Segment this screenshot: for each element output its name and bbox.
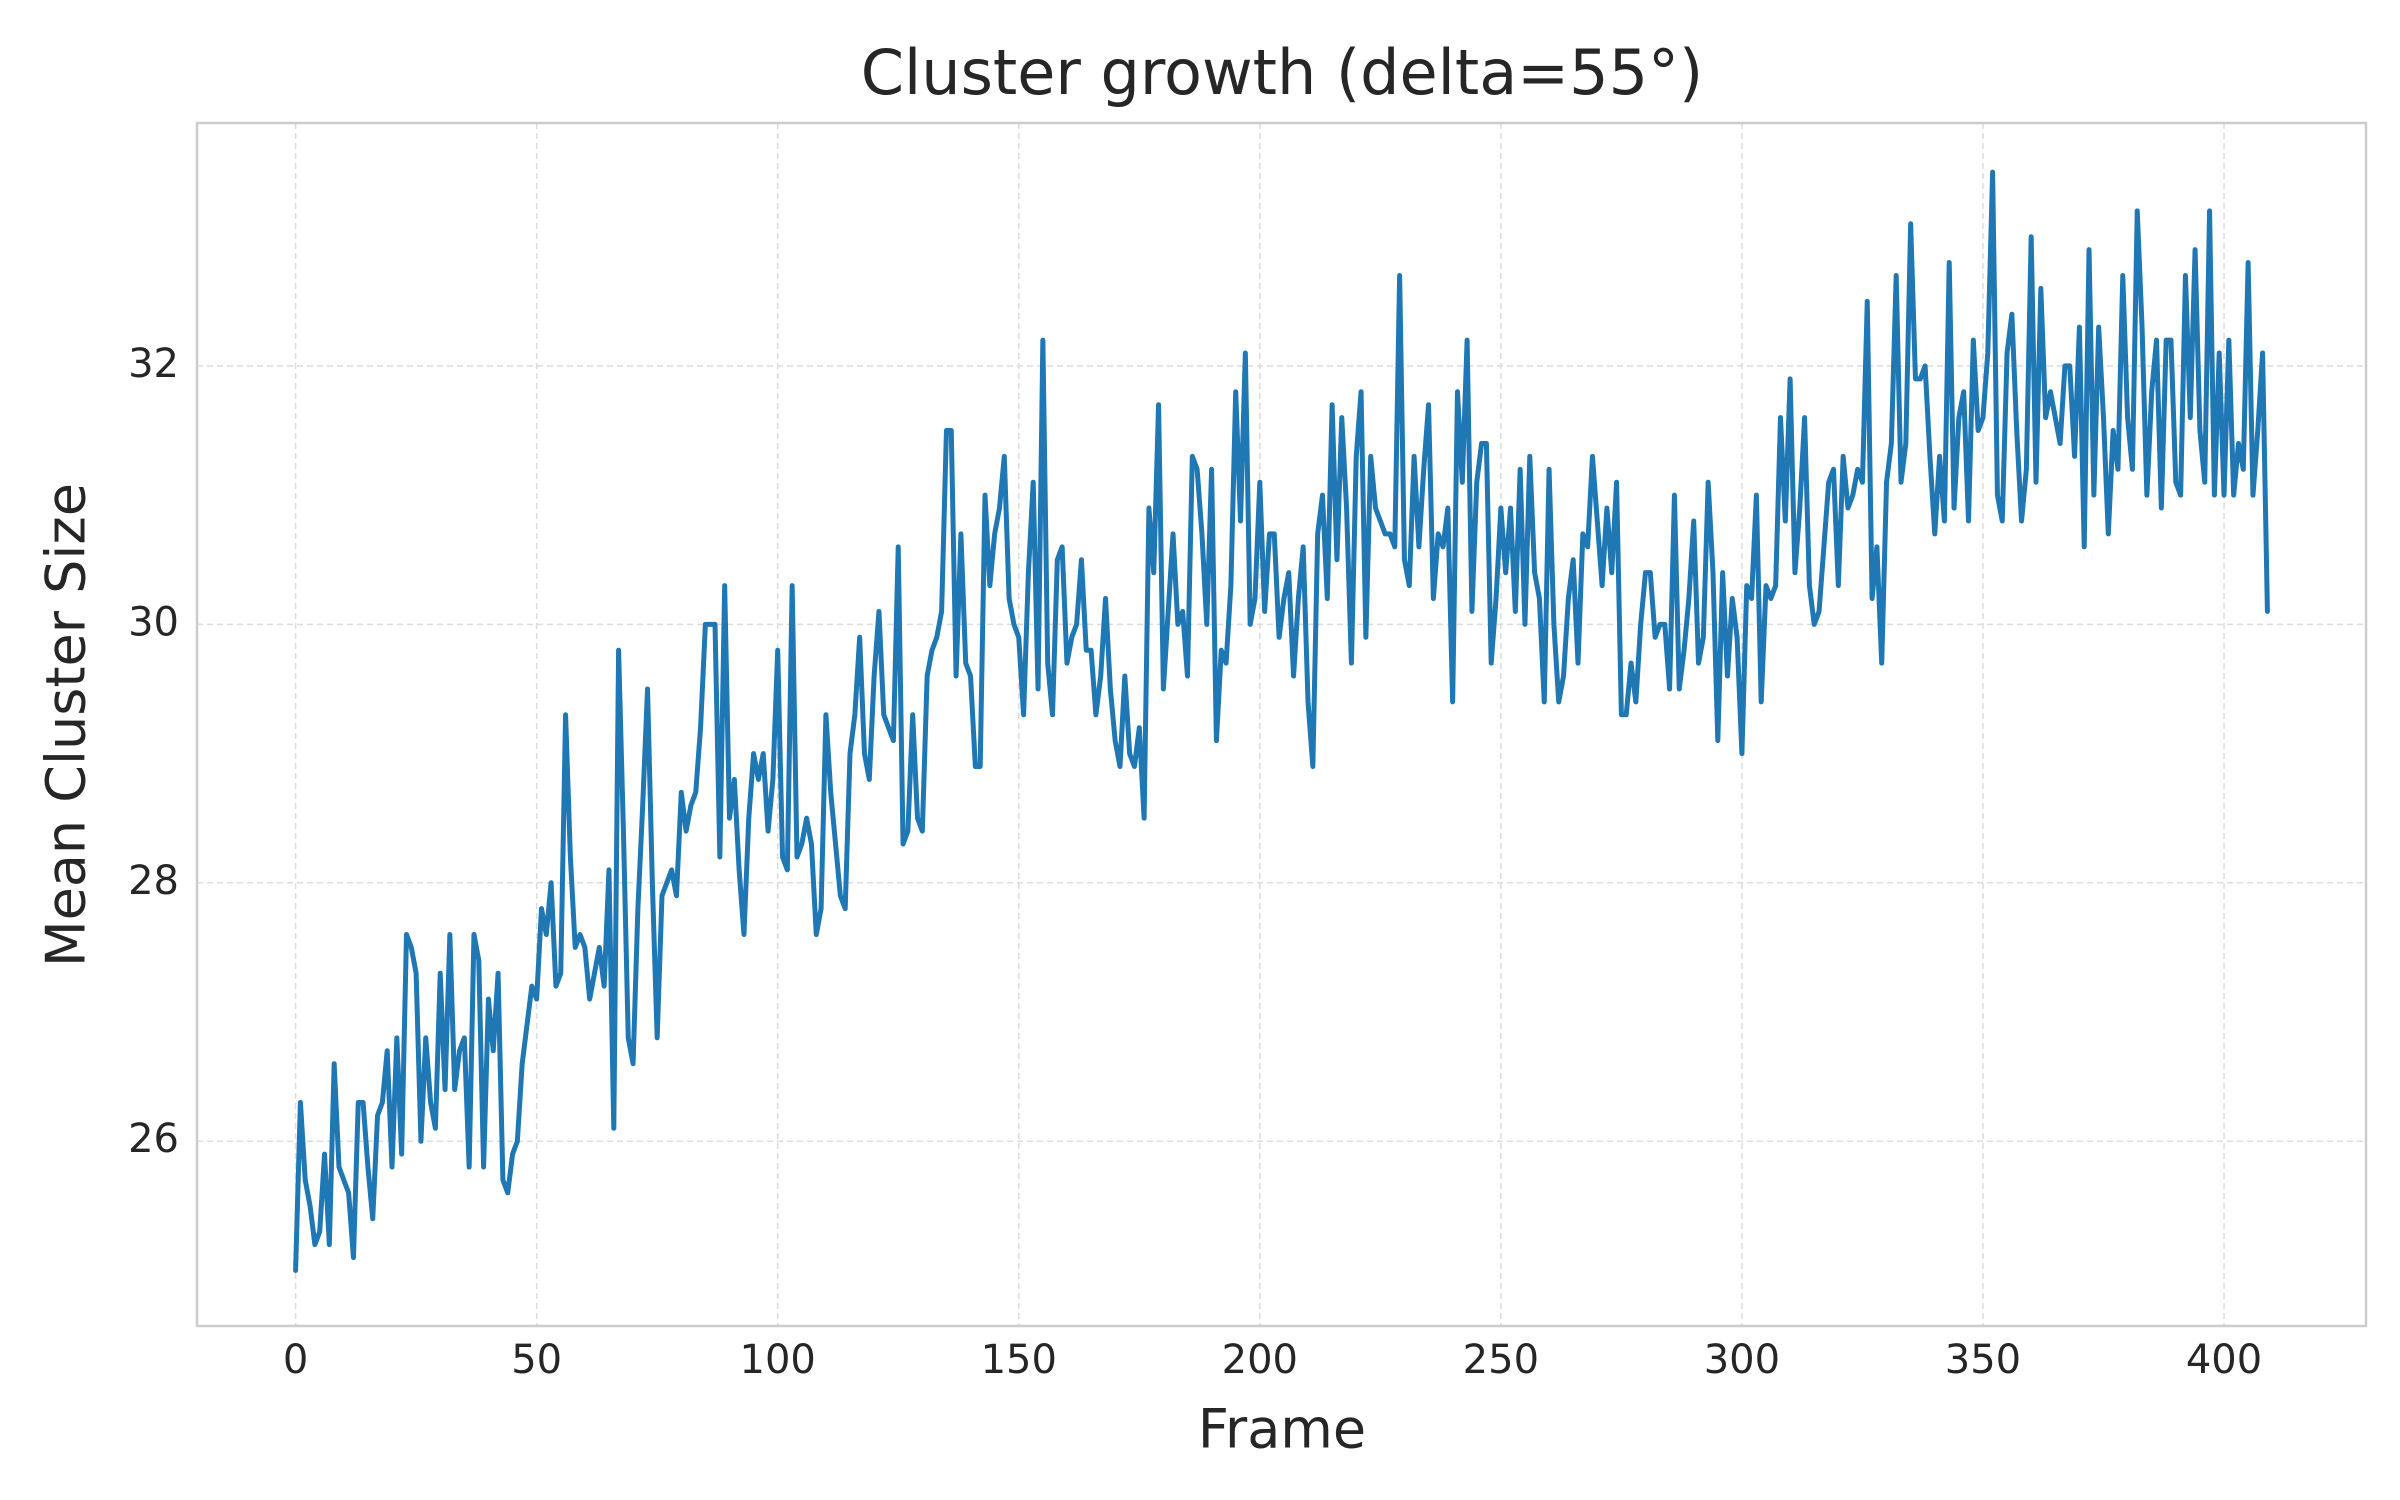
- x-tick-label: 100: [740, 1337, 816, 1383]
- x-tick-label: 250: [1463, 1337, 1539, 1383]
- x-tick-label: 200: [1222, 1337, 1298, 1383]
- y-tick-label: 32: [128, 341, 179, 387]
- x-tick-label: 300: [1704, 1337, 1780, 1383]
- axes-frame: [195, 121, 2368, 1328]
- x-tick-label: 0: [283, 1337, 308, 1383]
- x-tick-label: 350: [1945, 1337, 2021, 1383]
- grid: [197, 123, 2366, 1326]
- chart-title: Cluster growth (delta=55°): [861, 36, 1703, 109]
- y-axis-label: Mean Cluster Size: [35, 483, 98, 967]
- x-tick-label: 150: [981, 1337, 1057, 1383]
- y-tick-label: 30: [128, 599, 179, 645]
- y-tick-label: 28: [128, 858, 179, 904]
- y-tick-label: 26: [128, 1116, 179, 1162]
- x-axis-label: Frame: [1198, 1398, 1366, 1461]
- x-tick-label: 400: [2186, 1337, 2262, 1383]
- data-line: [293, 169, 2270, 1273]
- plot-area: [293, 169, 2270, 1273]
- x-tick-label: 50: [511, 1337, 562, 1383]
